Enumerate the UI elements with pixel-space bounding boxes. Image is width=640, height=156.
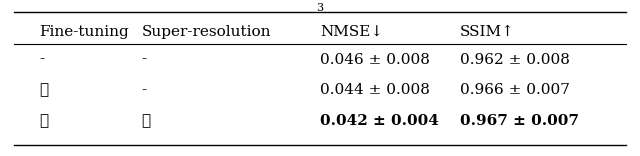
Text: ✓: ✓ (40, 114, 49, 128)
Text: -: - (141, 53, 147, 67)
Text: NMSE↓: NMSE↓ (320, 25, 383, 39)
Text: Fine-tuning: Fine-tuning (40, 25, 129, 39)
Text: 0.042 ± 0.004: 0.042 ± 0.004 (320, 114, 439, 128)
Text: 0.046 ± 0.008: 0.046 ± 0.008 (320, 53, 430, 67)
Text: 0.967 ± 0.007: 0.967 ± 0.007 (460, 114, 579, 128)
Text: Super-resolution: Super-resolution (141, 25, 271, 39)
Text: -: - (40, 53, 45, 67)
Text: SSIM↑: SSIM↑ (460, 25, 515, 39)
Text: -: - (141, 83, 147, 97)
Text: ✓: ✓ (40, 83, 49, 97)
Text: 0.966 ± 0.007: 0.966 ± 0.007 (460, 83, 570, 97)
Text: 0.044 ± 0.008: 0.044 ± 0.008 (320, 83, 430, 97)
Text: 3: 3 (316, 3, 324, 13)
Text: 0.962 ± 0.008: 0.962 ± 0.008 (460, 53, 570, 67)
Text: ✓: ✓ (141, 114, 150, 128)
